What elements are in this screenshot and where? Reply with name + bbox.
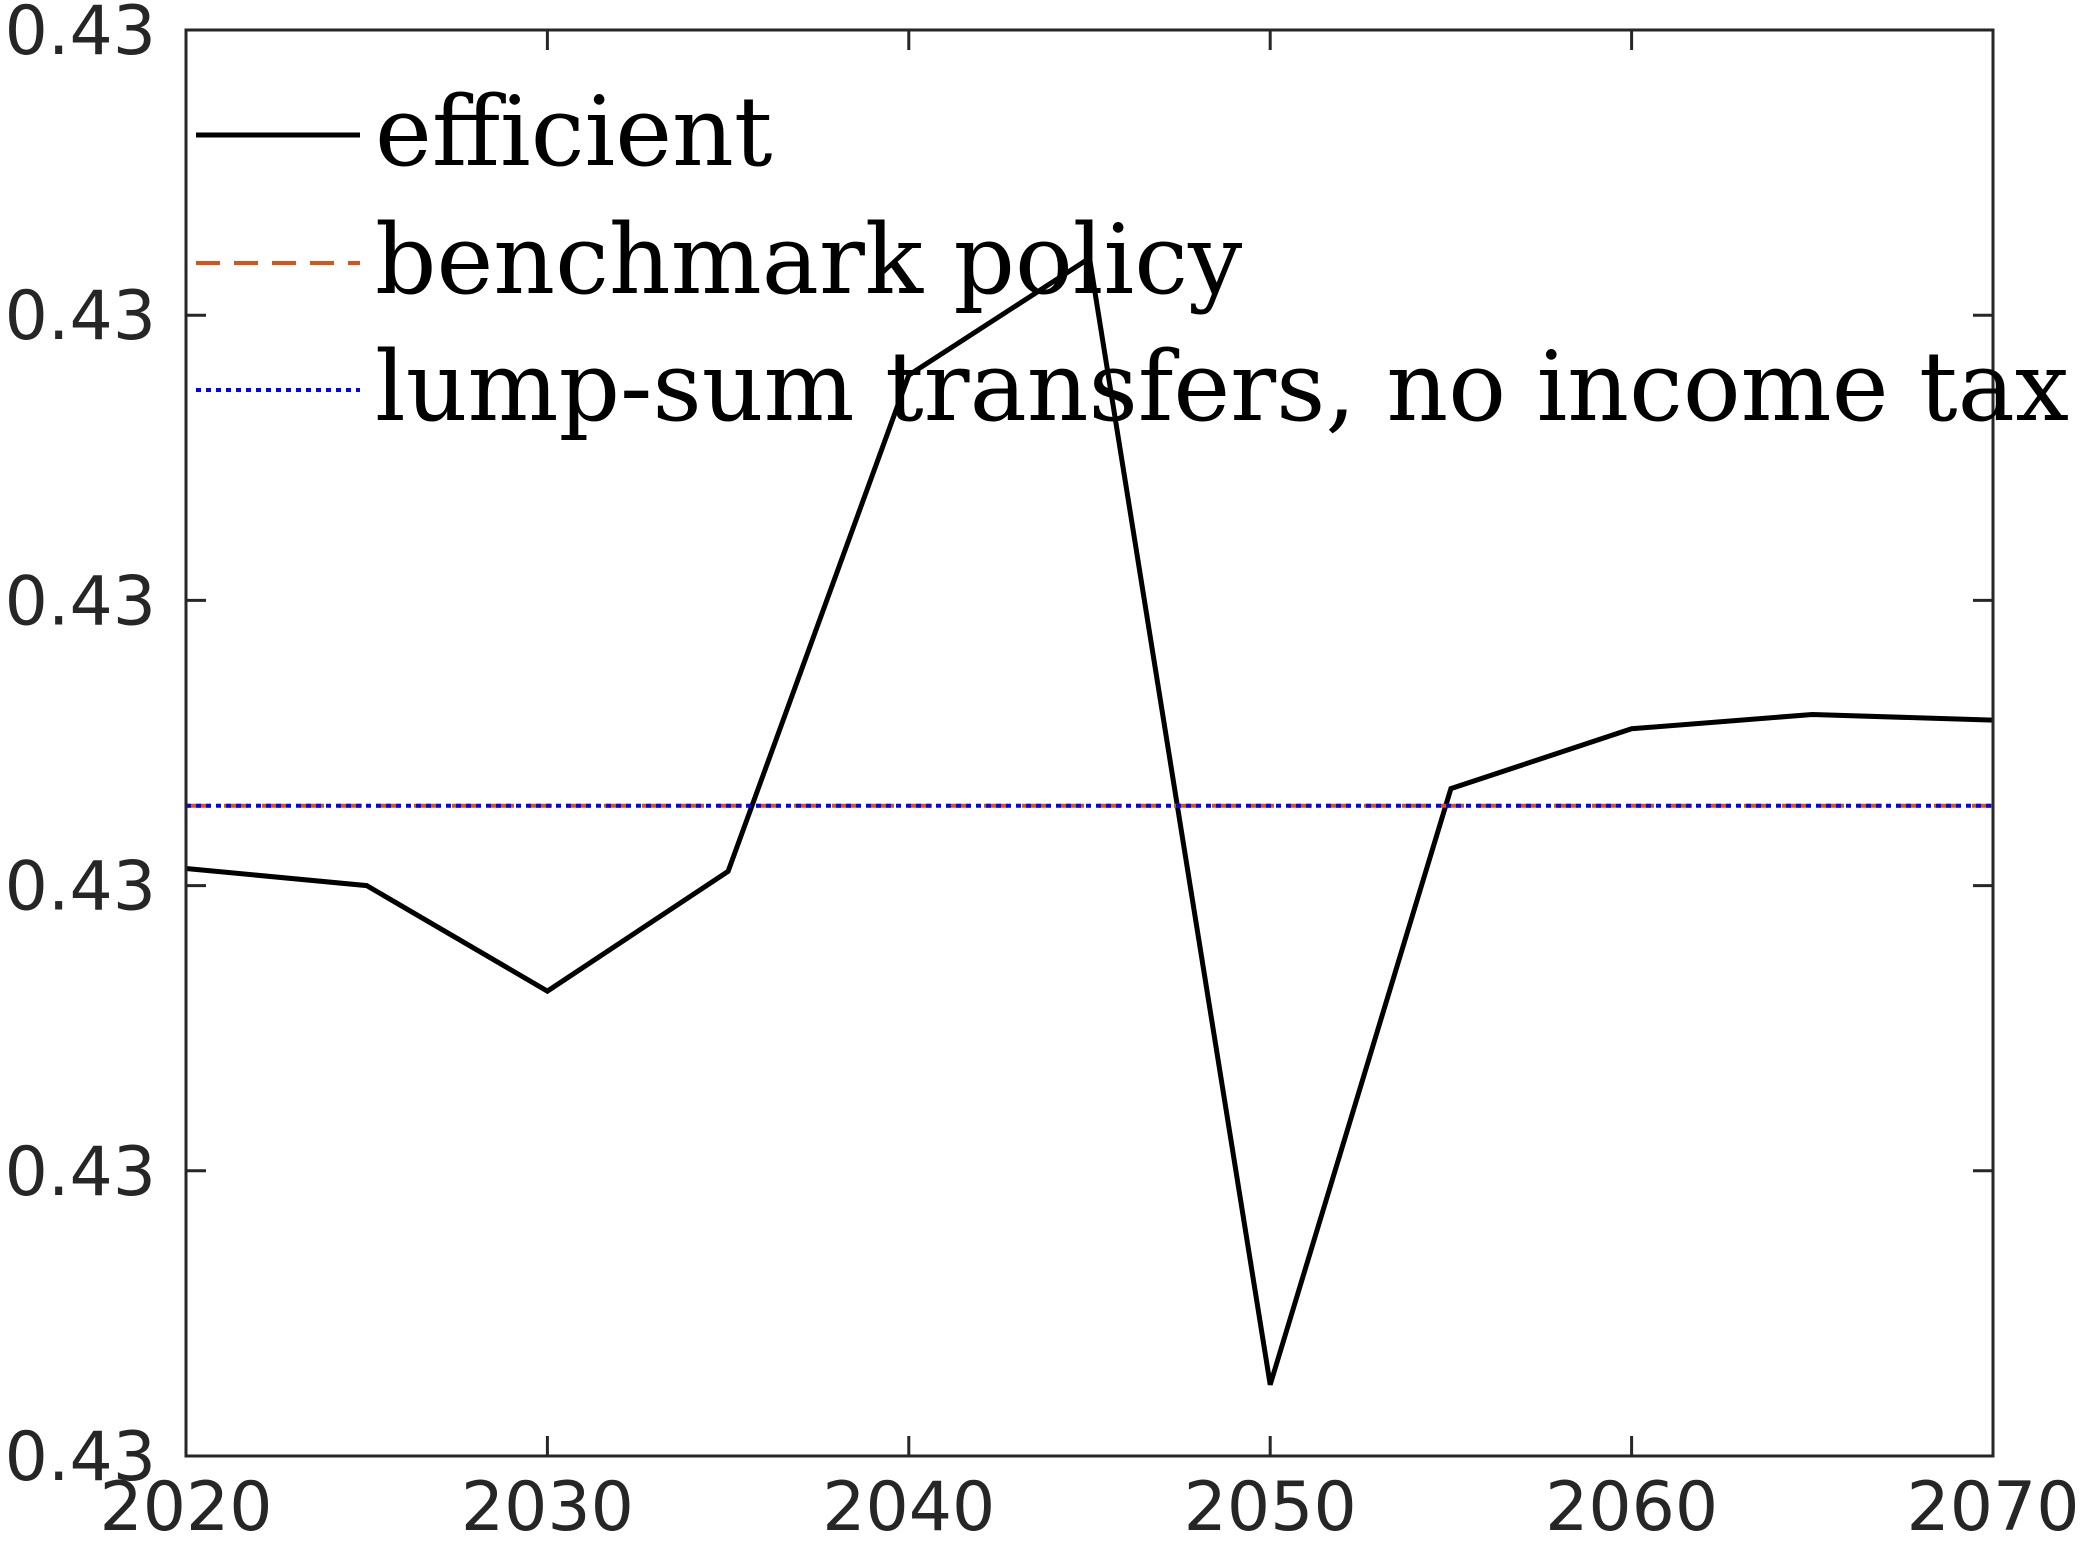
y-tick-label: 0.43 (5, 1418, 156, 1497)
axis-ticks: 2020 2030 2040 2050 2060 2070 0.43 0.43 0.43 0.43… (5, 0, 2080, 1547)
axes-box (184, 28, 1995, 1458)
x-tick-label: 2050 (1184, 1468, 1357, 1547)
y-tick-label: 0.43 (5, 562, 156, 641)
x-tick-label: 2070 (1906, 1468, 2079, 1547)
x-tick-label: 2040 (822, 1468, 995, 1547)
plot-lines (185, 253, 1994, 1386)
series-line-efficient (185, 253, 1994, 1386)
legend-label: lump-sum transfers, no income tax (375, 331, 2069, 443)
y-tick-label: 0.43 (5, 1133, 156, 1212)
legend-label: benchmark policy (375, 204, 1242, 316)
y-tick-label: 0.43 (5, 0, 156, 71)
x-tick-label: 2060 (1545, 1468, 1718, 1547)
legend-label: efficient (375, 76, 772, 188)
x-tick-label: 2020 (99, 1468, 272, 1547)
legend: efficient benchmark policy lump-sum transf… (196, 76, 2069, 443)
y-tick-label: 0.43 (5, 848, 156, 927)
y-tick-label: 0.43 (5, 277, 156, 356)
x-tick-label: 2030 (461, 1468, 634, 1547)
